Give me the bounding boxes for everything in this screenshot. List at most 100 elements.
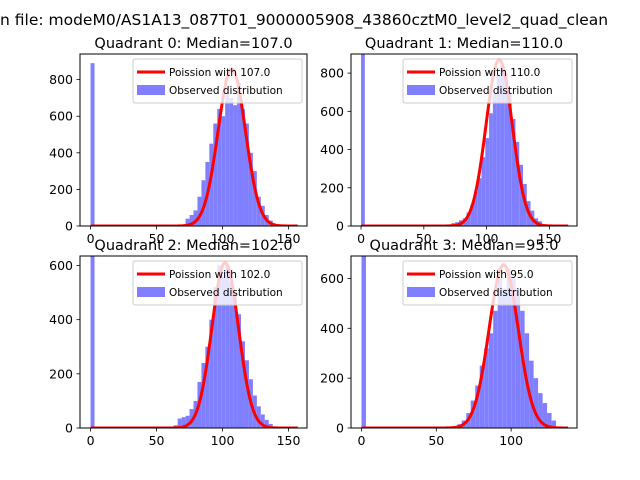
histogram-bar — [511, 118, 516, 226]
y-tick-label: 0 — [336, 219, 344, 234]
histogram-bar — [474, 191, 478, 226]
x-tick-label: 0 — [87, 433, 95, 448]
histogram-bar — [217, 265, 222, 428]
y-tick-label: 200 — [49, 366, 73, 381]
legend-box — [132, 260, 303, 306]
histogram-bar — [488, 333, 494, 428]
histogram-bar — [201, 362, 206, 428]
x-tick-label: 150 — [277, 433, 301, 448]
legend-observed-swatch — [407, 287, 435, 297]
histogram-bar — [248, 152, 253, 226]
x-tick-label: 50 — [149, 231, 165, 246]
poisson-curve — [89, 261, 299, 428]
histogram-bar — [237, 83, 242, 226]
histogram-bar — [229, 281, 234, 428]
legend-box — [402, 260, 573, 306]
histogram-bar — [256, 406, 261, 428]
histogram-bar — [484, 348, 489, 428]
y-tick-label: 600 — [49, 258, 73, 273]
legend-box — [402, 58, 573, 104]
y-tick-label: 600 — [49, 109, 73, 124]
panel-title: Quadrant 3: Median=95.0 — [370, 238, 559, 254]
x-tick-label: 50 — [149, 433, 165, 448]
histogram-bar — [90, 256, 95, 428]
histogram-bar — [492, 94, 497, 226]
histogram-bar — [361, 54, 365, 226]
histogram-bar — [507, 92, 512, 226]
histogram-bar — [264, 419, 269, 428]
histogram-bar — [185, 218, 190, 226]
y-tick-label: 200 — [49, 182, 73, 197]
quadrant-1-panel: 0 50 100 150 0 200 400 600 800 Quadrant 1: Median… — [320, 36, 578, 246]
legend-poisson-label: Poission with 107.0 — [169, 67, 270, 79]
histogram-bar — [209, 319, 214, 428]
histogram-bar — [213, 287, 218, 428]
poisson-curve — [89, 67, 299, 226]
plot-content — [89, 63, 299, 226]
histogram-bar — [256, 196, 261, 226]
x-tick-label: 100 — [499, 433, 523, 448]
histogram-bar — [520, 310, 525, 428]
y-tick-label: 200 — [320, 371, 344, 386]
histogram-bar — [496, 75, 501, 226]
histogram-bar — [233, 105, 238, 226]
histogram-bar — [511, 278, 516, 428]
histogram-bar — [185, 415, 190, 428]
quadrant-2-panel: 0 50 100 150 0 200 400 600 Quadrant 2: Median=10… — [49, 238, 308, 448]
histogram-bar — [481, 157, 486, 226]
histogram-bar — [233, 292, 238, 428]
axes-frame — [350, 53, 578, 227]
legend-poisson-label: Poission with 110.0 — [439, 67, 540, 79]
legend-observed-swatch — [407, 85, 435, 95]
poisson-curve — [360, 58, 570, 226]
histogram-bar — [506, 268, 512, 428]
histogram-bar — [225, 94, 230, 226]
histogram-bar — [470, 400, 476, 428]
legend-poisson-label: Poission with 95.0 — [439, 269, 534, 281]
figure-suptitle: n file: modeM0/AS1A13_087T01_9000005908_… — [0, 11, 608, 30]
histogram-bar — [493, 310, 498, 428]
histogram-bar — [475, 385, 480, 428]
histogram-bar — [551, 420, 557, 428]
legend-box — [132, 58, 303, 104]
histogram-bar — [244, 360, 249, 428]
legend-observed-label: Observed distribution — [169, 287, 283, 299]
x-tick-label: 100 — [475, 231, 499, 246]
legend-observed-label: Observed distribution — [439, 85, 553, 97]
histogram-bar — [268, 423, 273, 428]
histogram-bar — [466, 212, 471, 226]
y-tick-label: 600 — [320, 104, 344, 119]
legend-observed-swatch — [137, 287, 165, 297]
histogram-bar — [504, 73, 508, 226]
histogram-bar — [361, 256, 366, 428]
histogram-bar — [209, 143, 214, 226]
y-tick-label: 0 — [65, 219, 73, 234]
axes-frame — [79, 53, 308, 227]
histogram-bar — [502, 288, 507, 428]
x-tick-label: 50 — [416, 231, 432, 246]
histogram-bar — [519, 164, 524, 226]
plot-content — [360, 256, 569, 428]
histogram-bar — [177, 418, 182, 428]
quadrant-0-panel: 0 50 100 150 0 200 400 600 800 Quadrant 0: Median… — [49, 36, 308, 246]
x-tick-label: 0 — [357, 231, 365, 246]
histogram-bar — [515, 141, 520, 226]
x-tick-label: 0 — [358, 433, 366, 448]
legend-observed-label: Observed distribution — [169, 85, 283, 97]
legend-observed-swatch — [137, 85, 165, 95]
x-tick-label: 150 — [537, 231, 561, 246]
histogram-bar — [225, 265, 230, 428]
histogram-bar — [529, 360, 534, 428]
histogram-bar — [237, 314, 242, 428]
histogram-bar — [221, 276, 226, 428]
axes-frame — [79, 255, 308, 429]
histogram-bar — [241, 341, 245, 428]
histogram-bar — [229, 97, 234, 226]
y-tick-label: 400 — [49, 312, 73, 327]
histogram-bar — [485, 138, 490, 226]
x-tick-label: 0 — [87, 231, 95, 246]
x-tick-label: 150 — [277, 231, 301, 246]
histogram-bar — [489, 113, 493, 226]
x-tick-label: 50 — [428, 433, 444, 448]
histogram-bar — [497, 278, 503, 428]
